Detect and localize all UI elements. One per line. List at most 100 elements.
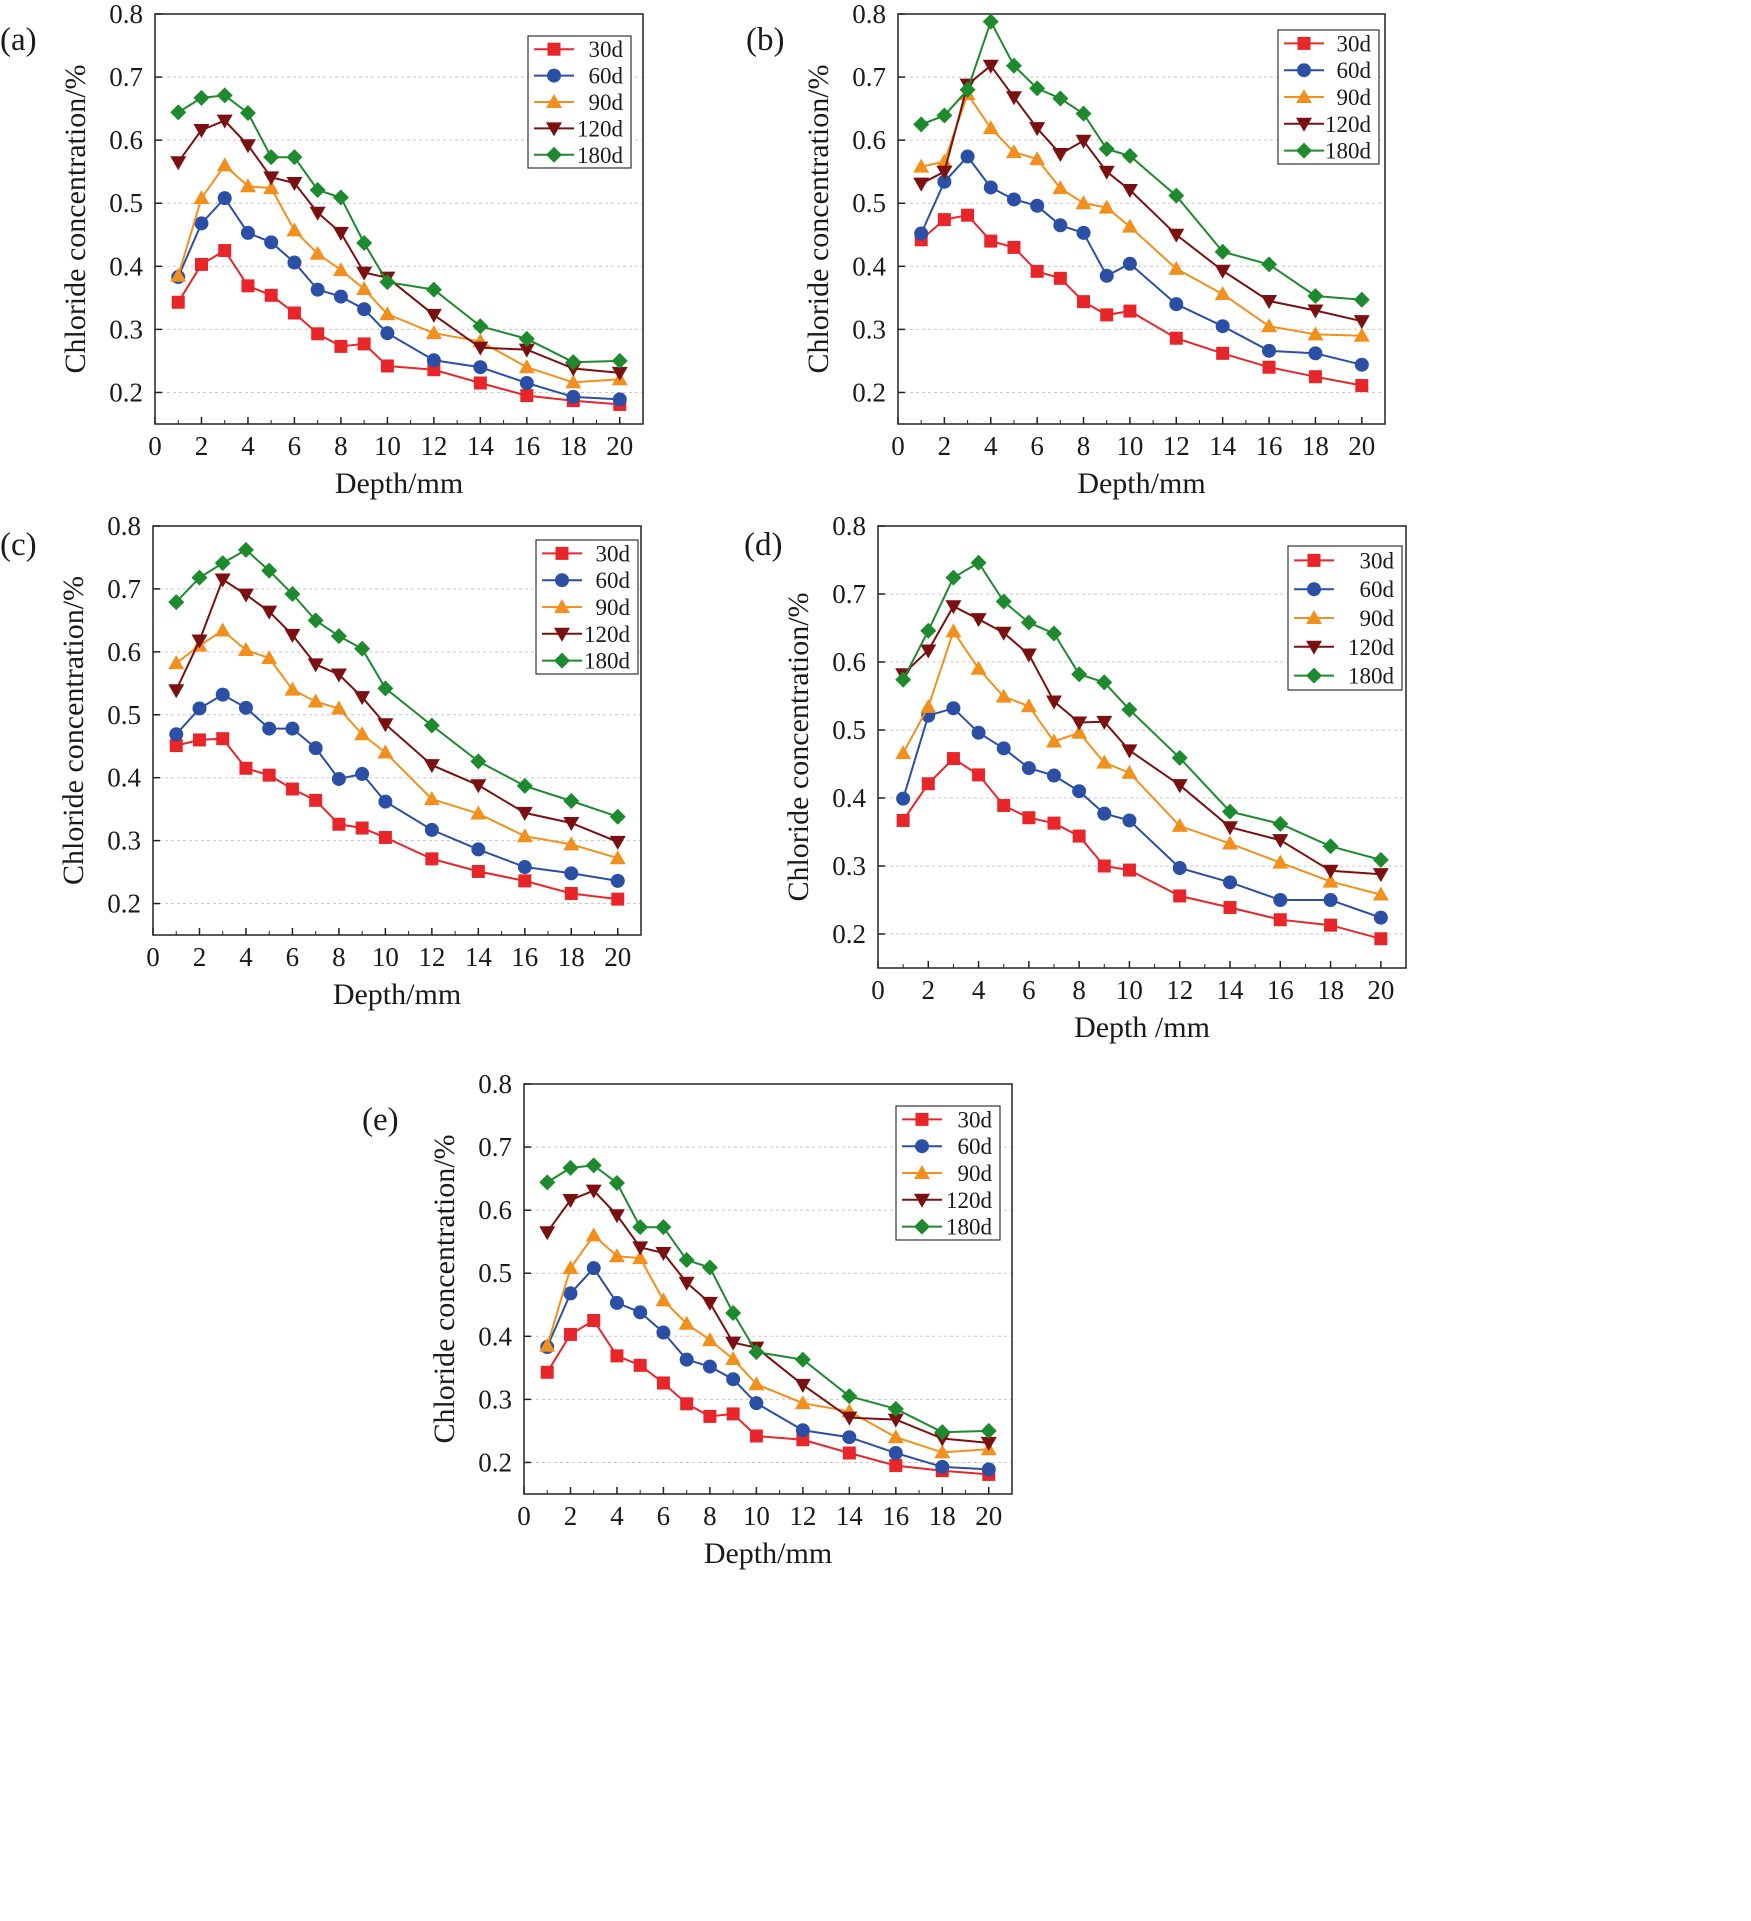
data-point	[655, 1247, 672, 1262]
panel-label: (d)	[744, 527, 782, 563]
series-120d	[539, 1184, 997, 1451]
data-point	[611, 352, 628, 369]
legend-marker	[1307, 582, 1321, 597]
data-point	[519, 376, 534, 390]
data-point	[194, 216, 209, 231]
legend-label: 90d	[589, 90, 624, 115]
data-point	[1322, 864, 1339, 879]
data-point	[1354, 357, 1369, 372]
legend: 30d 60d 90d 120d 180d	[1287, 545, 1403, 691]
data-point	[192, 701, 207, 716]
data-point	[1222, 803, 1238, 820]
y-tick-label: 0.2	[852, 377, 886, 407]
data-point	[795, 1423, 810, 1438]
data-point	[1071, 724, 1088, 739]
data-point	[936, 107, 953, 124]
data-point	[1272, 815, 1289, 832]
data-point	[982, 59, 999, 74]
data-point	[169, 739, 183, 753]
y-tick-label: 0.3	[107, 826, 141, 856]
x-tick-label: 0	[148, 431, 162, 461]
data-point	[608, 1209, 625, 1224]
x-tick-label: 14	[1209, 431, 1237, 461]
data-point	[983, 180, 998, 195]
data-point	[333, 289, 348, 304]
x-tick-label: 20	[606, 431, 633, 461]
data-point	[565, 354, 582, 371]
data-point	[1355, 379, 1369, 393]
data-point	[748, 1344, 765, 1361]
data-point	[1168, 260, 1185, 275]
data-point	[355, 821, 369, 835]
data-point	[632, 1219, 649, 1236]
data-point	[1222, 821, 1238, 836]
data-point	[355, 766, 370, 781]
legend-label: 90d	[958, 1161, 993, 1186]
data-point	[1007, 240, 1021, 254]
plot-frame	[897, 13, 1386, 425]
data-point	[1216, 346, 1230, 360]
y-tick-label: 0.4	[852, 251, 886, 281]
data-point	[284, 585, 301, 602]
series-60d	[169, 687, 625, 888]
x-tick-label: 20	[975, 1501, 1002, 1531]
data-point	[520, 389, 534, 403]
data-point	[749, 1429, 763, 1443]
data-point	[1122, 813, 1137, 828]
legend-label: 30d	[1337, 31, 1372, 56]
data-point	[1005, 57, 1022, 74]
data-point	[1097, 806, 1112, 821]
series-line-90d	[177, 163, 620, 384]
x-tick-label: 4	[984, 431, 998, 461]
data-point	[609, 835, 626, 850]
data-point	[170, 267, 187, 282]
series-90d	[539, 1227, 997, 1459]
legend-marker	[1306, 610, 1322, 624]
legend-label: 120d	[1348, 635, 1395, 660]
series-90d	[895, 623, 1389, 901]
data-point	[970, 554, 987, 571]
data-point	[1215, 319, 1230, 334]
data-point	[611, 892, 625, 906]
y-tick-label: 0.8	[109, 0, 143, 29]
data-point	[680, 1397, 694, 1411]
data-point	[286, 149, 303, 166]
data-point	[168, 684, 185, 699]
data-point	[425, 325, 442, 340]
data-point	[701, 1259, 718, 1276]
data-point	[726, 1372, 741, 1387]
x-tick-label: 10	[1116, 431, 1143, 461]
data-point	[307, 693, 324, 708]
x-tick-label: 14	[465, 942, 493, 972]
x-tick-label: 2	[938, 431, 952, 461]
legend-label: 120d	[584, 622, 631, 647]
y-tick-label: 0.8	[478, 1069, 512, 1099]
y-tick-label: 0.4	[109, 251, 143, 281]
legend-marker	[1307, 553, 1321, 567]
data-point	[311, 327, 325, 341]
x-tick-label: 8	[1072, 975, 1086, 1005]
data-point	[1173, 889, 1187, 903]
legend-marker	[915, 1139, 929, 1154]
data-point	[168, 655, 185, 670]
series-60d	[540, 1261, 996, 1477]
x-tick-label: 4	[972, 975, 986, 1005]
data-point	[1122, 256, 1137, 271]
data-point	[1052, 180, 1069, 195]
legend-label: 90d	[1337, 85, 1372, 110]
data-point	[307, 658, 324, 673]
data-point	[425, 308, 442, 323]
legend-label: 120d	[577, 116, 624, 141]
data-point	[1372, 851, 1389, 868]
data-point	[1169, 331, 1183, 345]
data-point	[1071, 716, 1088, 731]
data-point	[1072, 784, 1087, 799]
panel-label: (a)	[0, 22, 37, 58]
y-axis-title: Chloride concentration/%	[59, 64, 92, 373]
series-120d	[168, 573, 626, 850]
data-point	[1353, 315, 1370, 330]
data-point	[237, 641, 254, 656]
y-tick-label: 0.4	[107, 763, 141, 793]
x-tick-label: 0	[517, 1501, 531, 1531]
data-point	[914, 226, 929, 241]
